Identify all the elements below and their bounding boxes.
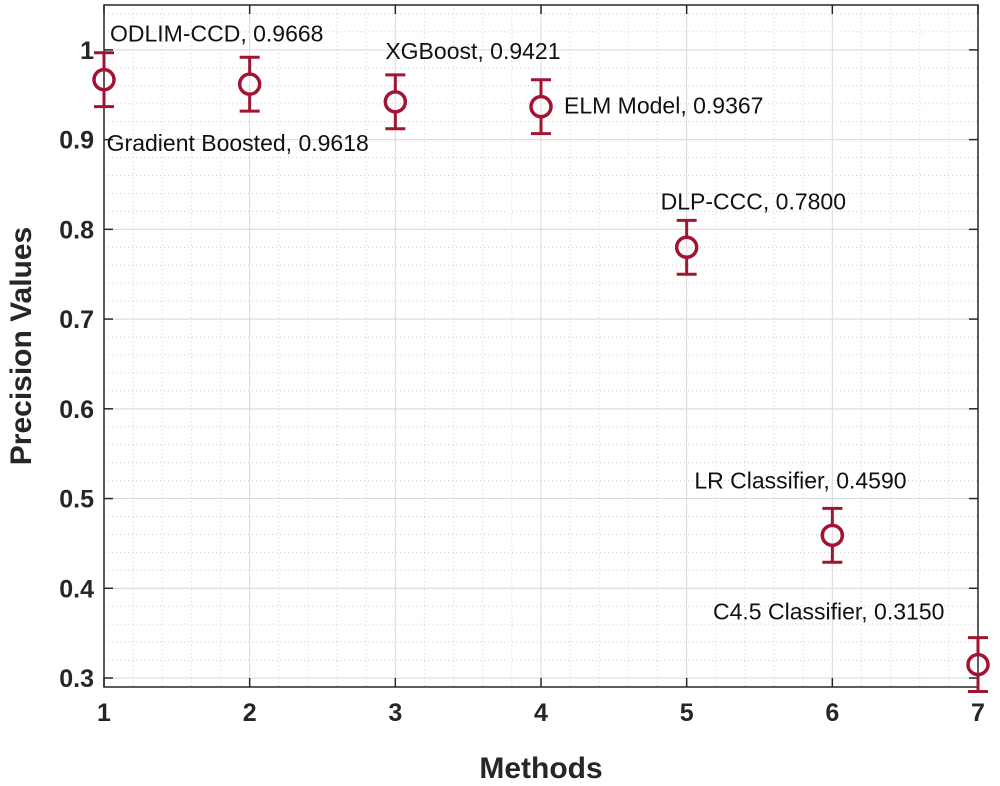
data-point-marker [92,67,116,92]
y-axis-title: Precision Values [5,227,38,465]
data-point-annotation: Gradient Boosted, 0.9618 [107,130,369,156]
data-point-annotation: LR Classifier, 0.4590 [694,467,906,493]
y-tick-label: 0.6 [59,396,94,424]
y-tick-label: 0.7 [59,306,94,334]
data-point-marker [820,523,845,548]
data-point-marker [383,90,408,114]
data-point-marker [529,94,553,119]
x-tick-labels: 1 2 3 4 5 6 7 [97,699,985,727]
x-tick-label: 3 [388,699,402,727]
x-tick-label: 5 [680,699,694,727]
data-point-marker [237,72,262,96]
y-tick-label: 0.4 [59,575,94,603]
data-point-annotation: C4.5 Classifier, 0.3150 [713,599,944,625]
data-point-marker [966,652,990,677]
x-axis-title: Methods [479,752,602,785]
data-annotations: ODLIM-CCD, 0.9668 Gradient Boosted, 0.961… [107,21,945,625]
y-tick-labels: 0.3 0.4 0.5 0.6 0.7 0.8 0.9 1 [59,37,94,693]
x-tick-label: 7 [971,699,985,727]
data-point-annotation: XGBoost, 0.9421 [385,38,560,64]
data-point-marker [674,235,699,260]
y-tick-label: 0.8 [59,216,94,244]
x-tick-label: 2 [243,699,257,727]
data-point-annotation: DLP-CCC, 0.7800 [661,188,846,214]
y-tick-label: 1 [80,37,94,65]
y-tick-label: 0.5 [59,486,94,514]
y-tick-label: 0.3 [59,665,94,693]
x-tick-label: 4 [534,699,548,727]
y-tick-label: 0.9 [59,127,94,155]
data-marks [92,51,990,693]
axis-ticks [103,5,979,687]
x-tick-label: 6 [825,699,839,727]
x-tick-label: 1 [97,699,111,727]
data-point-annotation: ELM Model, 0.9367 [564,93,763,119]
data-point-annotation: ODLIM-CCD, 0.9668 [110,21,323,47]
